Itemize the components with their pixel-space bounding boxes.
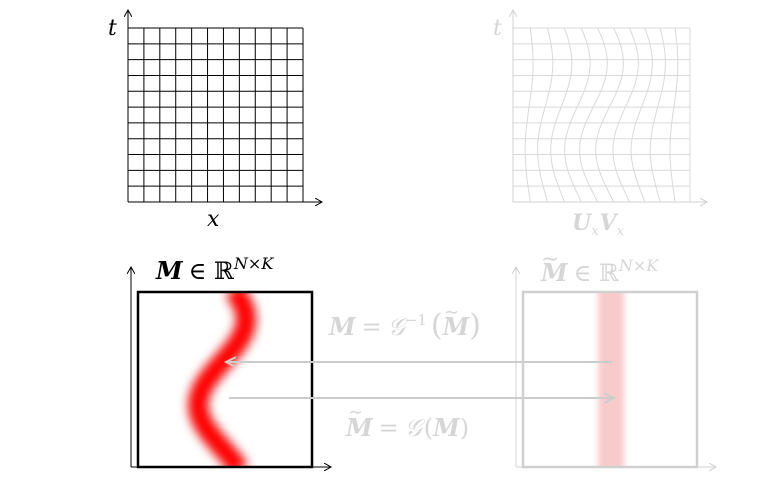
grid-line-warped: [550, 27, 573, 203]
u-symbol: U: [572, 210, 593, 236]
transform-arrows: M = 𝒢−1 (M) ∼ M = 𝒢(M) ∼: [226, 302, 614, 442]
forward-label: M = 𝒢(M): [345, 413, 469, 442]
matrix-title: M ∈ ℝN×K: [155, 254, 274, 285]
signal-band: [598, 293, 624, 466]
grid-line-warped: [612, 27, 639, 203]
forward-label-tilde: ∼: [348, 402, 363, 423]
top-left-panel: t x: [108, 10, 322, 232]
tilde-mark: ∼: [541, 247, 559, 272]
grid-line-warped: [537, 27, 554, 203]
v-subscript: x: [617, 224, 625, 239]
grid-line-warped: [630, 27, 653, 203]
grid-line-warped: [564, 27, 591, 203]
inverse-label: M = 𝒢−1 (M): [328, 308, 481, 343]
x-axis-label: x: [207, 207, 220, 232]
warped-grid: [512, 27, 691, 203]
y-axis-label: t: [108, 16, 117, 41]
x-axis-label: UxVx: [572, 210, 625, 239]
signal-curve: [187, 293, 257, 466]
bottom-left-panel: M ∈ ℝN×K: [131, 254, 331, 470]
regular-grid: [127, 27, 304, 203]
top-right-panel: t UxVx: [493, 10, 707, 239]
bottom-right-panel: ∼ M ∈ ℝN×K: [516, 247, 716, 480]
y-axis-label: t: [493, 16, 502, 41]
u-subscript: x: [591, 224, 599, 239]
grid-line-warped: [579, 27, 608, 203]
matrix-title: M ∈ ℝN×K: [540, 256, 659, 287]
grid-line-warped: [595, 27, 624, 203]
grid-line-warped: [524, 27, 534, 203]
v-symbol: V: [600, 210, 619, 236]
inverse-label-tilde: ∼: [444, 302, 459, 323]
grid-line-warped: [649, 27, 666, 203]
grid-line-warped: [669, 27, 679, 203]
